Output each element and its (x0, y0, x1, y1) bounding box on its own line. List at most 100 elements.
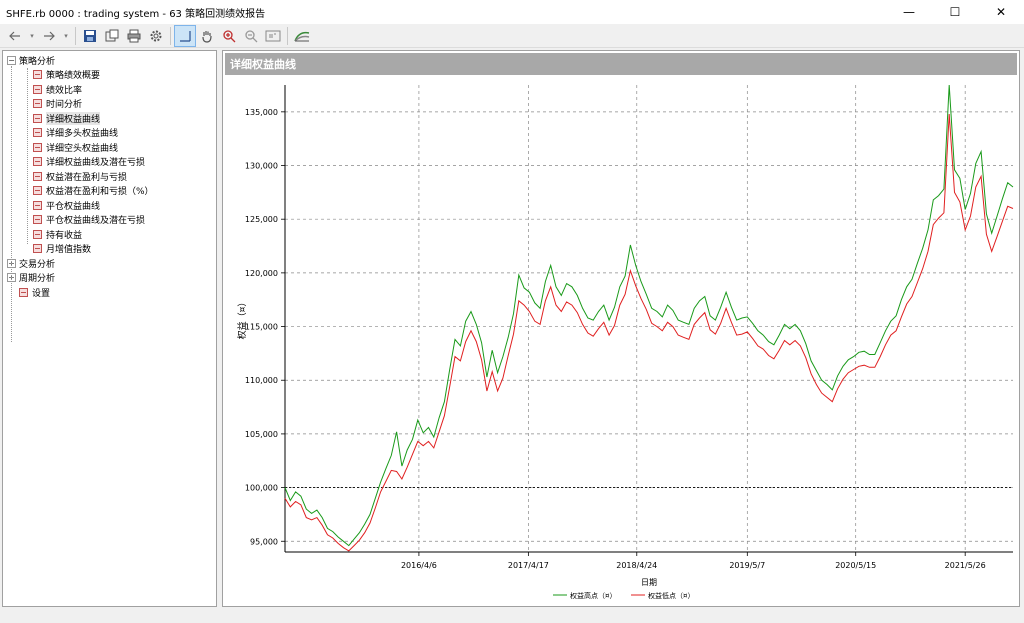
x-tick-label: 2019/5/7 (729, 561, 765, 570)
series-line-low (284, 113, 1014, 552)
tree-node-label: 平仓权益曲线 (46, 201, 101, 212)
forward-icon[interactable] (38, 25, 60, 47)
tree-node-label: 权益潜在盈利与亏损 (46, 172, 128, 183)
report-icon (33, 171, 42, 181)
chart-header: 详细权益曲线 (225, 53, 1017, 75)
tree-node-report-item[interactable]: 绩效比率 (3, 82, 216, 97)
tree-node-label: 策略分析 (19, 56, 56, 67)
y-tick-label: 115,000 (245, 323, 278, 332)
status-bar (0, 610, 1024, 623)
y-tick-label: 105,000 (245, 430, 278, 439)
tree-node-label: 持有收益 (46, 230, 83, 241)
tree-node-report-item[interactable]: 权益潜在盈利与亏损 (3, 169, 216, 184)
toolbar-separator (170, 26, 171, 45)
tree-node-report-item[interactable]: 月增值指数 (3, 242, 216, 257)
tree-node-label: 周期分析 (19, 274, 56, 285)
tree-node-label: 时间分析 (46, 100, 83, 111)
tree-node-report-item[interactable]: 时间分析 (3, 97, 216, 112)
report-icon (33, 84, 42, 94)
back-icon[interactable] (4, 25, 26, 47)
zoom-in-icon[interactable] (218, 25, 240, 47)
toolbar: ▾ ▾ (0, 24, 1024, 48)
report-icon (19, 287, 28, 297)
tree-node-label: 平仓权益曲线及潜在亏损 (46, 216, 146, 227)
series-line-high (284, 84, 1014, 547)
hand-icon[interactable] (196, 25, 218, 47)
tree-node-report-item[interactable]: 详细空头权益曲线 (3, 140, 216, 155)
chart-panel: 详细权益曲线 95,000 100,000 105,000 110,000 115,00… (222, 50, 1020, 607)
maximize-button[interactable]: ☐ (949, 5, 961, 19)
tree-node-report-item[interactable]: 权益潜在盈利和亏损（%） (3, 184, 216, 199)
report-icon (33, 244, 42, 254)
y-tick-label: 120,000 (245, 269, 278, 278)
tree-node-label: 详细权益曲线及潜在亏损 (46, 158, 146, 169)
report-icon (33, 99, 42, 109)
x-tick-label: 2016/4/6 (401, 561, 437, 570)
y-tick-label: 125,000 (245, 215, 278, 224)
x-tick-label: 2020/5/15 (835, 561, 876, 570)
report-icon (33, 215, 42, 225)
legend-label: 权益低点（¤） (648, 591, 694, 600)
y-tick-label: 95,000 (250, 537, 278, 546)
tree-node-label: 详细权益曲线 (46, 111, 101, 125)
toolbar-separator (75, 26, 76, 45)
tree-node-report-item[interactable]: 策略绩效概要 (3, 68, 216, 83)
close-button[interactable]: ✕ (995, 5, 1007, 19)
report-icon (33, 113, 42, 123)
y-axis-label: 权益（¤） (236, 298, 248, 340)
title-bar: SHFE.rb 0000 : trading system - 63 策略回测绩… (0, 0, 1024, 24)
back-dropdown-icon[interactable]: ▾ (30, 31, 34, 40)
x-tick-label: 2017/4/17 (508, 561, 549, 570)
settings-icon[interactable] (145, 25, 167, 47)
tree-node-period-analysis[interactable]: + 周期分析 (3, 271, 216, 286)
chart-style-icon[interactable] (291, 25, 313, 47)
y-tick-label: 110,000 (245, 376, 278, 385)
tree-node-settings[interactable]: 设置 (3, 285, 216, 300)
crosshair-icon[interactable] (174, 24, 196, 47)
minimize-button[interactable]: — (903, 5, 915, 19)
tree-node-report-item[interactable]: 平仓权益曲线 (3, 198, 216, 213)
tree-node-label: 权益潜在盈利和亏损（%） (46, 187, 154, 198)
tree-node-report-item[interactable]: 详细权益曲线 (3, 111, 216, 126)
tree-node-report-item[interactable]: 详细多头权益曲线 (3, 126, 216, 141)
report-icon (33, 200, 42, 210)
tree-node-report-item[interactable]: 持有收益 (3, 227, 216, 242)
y-tick-label: 130,000 (245, 162, 278, 171)
y-tick-label: 135,000 (245, 108, 278, 117)
zoom-out-icon[interactable] (240, 25, 262, 47)
toolbar-separator (287, 26, 288, 45)
tree-guide-line (11, 66, 12, 342)
collapse-icon[interactable]: − (7, 55, 16, 65)
report-icon (33, 142, 42, 152)
y-tick-label: 100,000 (245, 484, 278, 493)
report-icon (33, 128, 42, 138)
tree-node-label: 详细空头权益曲线 (46, 143, 119, 154)
legend-label: 权益高点（¤） (570, 591, 616, 600)
tree-node-label: 策略绩效概要 (46, 71, 101, 82)
fit-icon[interactable] (262, 25, 284, 47)
print-icon[interactable] (123, 25, 145, 47)
export-icon[interactable] (101, 25, 123, 47)
tree-node-trade-analysis[interactable]: + 交易分析 (3, 256, 216, 271)
x-tick-label: 2018/4/24 (616, 561, 657, 570)
report-icon (33, 186, 42, 196)
tree-guide-line (27, 68, 28, 244)
equity-chart[interactable]: 95,000 100,000 105,000 110,000 115,000 120,00… (223, 77, 1019, 605)
tree-node-label: 详细多头权益曲线 (46, 129, 119, 140)
tree-node-label: 月增值指数 (46, 245, 92, 256)
x-axis-label: 日期 (641, 578, 657, 587)
tree-node-strategy-analysis[interactable]: − 策略分析 (3, 53, 216, 68)
report-icon (33, 70, 42, 80)
tree-node-report-item[interactable]: 详细权益曲线及潜在亏损 (3, 155, 216, 170)
tree-node-label: 交易分析 (19, 259, 56, 270)
tree-node-report-item[interactable]: 平仓权益曲线及潜在亏损 (3, 213, 216, 228)
report-icon (33, 157, 42, 167)
report-icon (33, 229, 42, 239)
tree-node-label: 设置 (32, 288, 51, 299)
window-title: SHFE.rb 0000 : trading system - 63 策略回测绩… (6, 8, 266, 20)
tree-node-label: 绩效比率 (46, 85, 83, 96)
navigation-tree: − 策略分析 策略绩效概要 绩效比率时间分析 详细权益曲线详细多头权益曲线 详细空头权… (2, 50, 217, 607)
forward-dropdown-icon[interactable]: ▾ (64, 31, 68, 40)
save-icon[interactable] (79, 25, 101, 47)
